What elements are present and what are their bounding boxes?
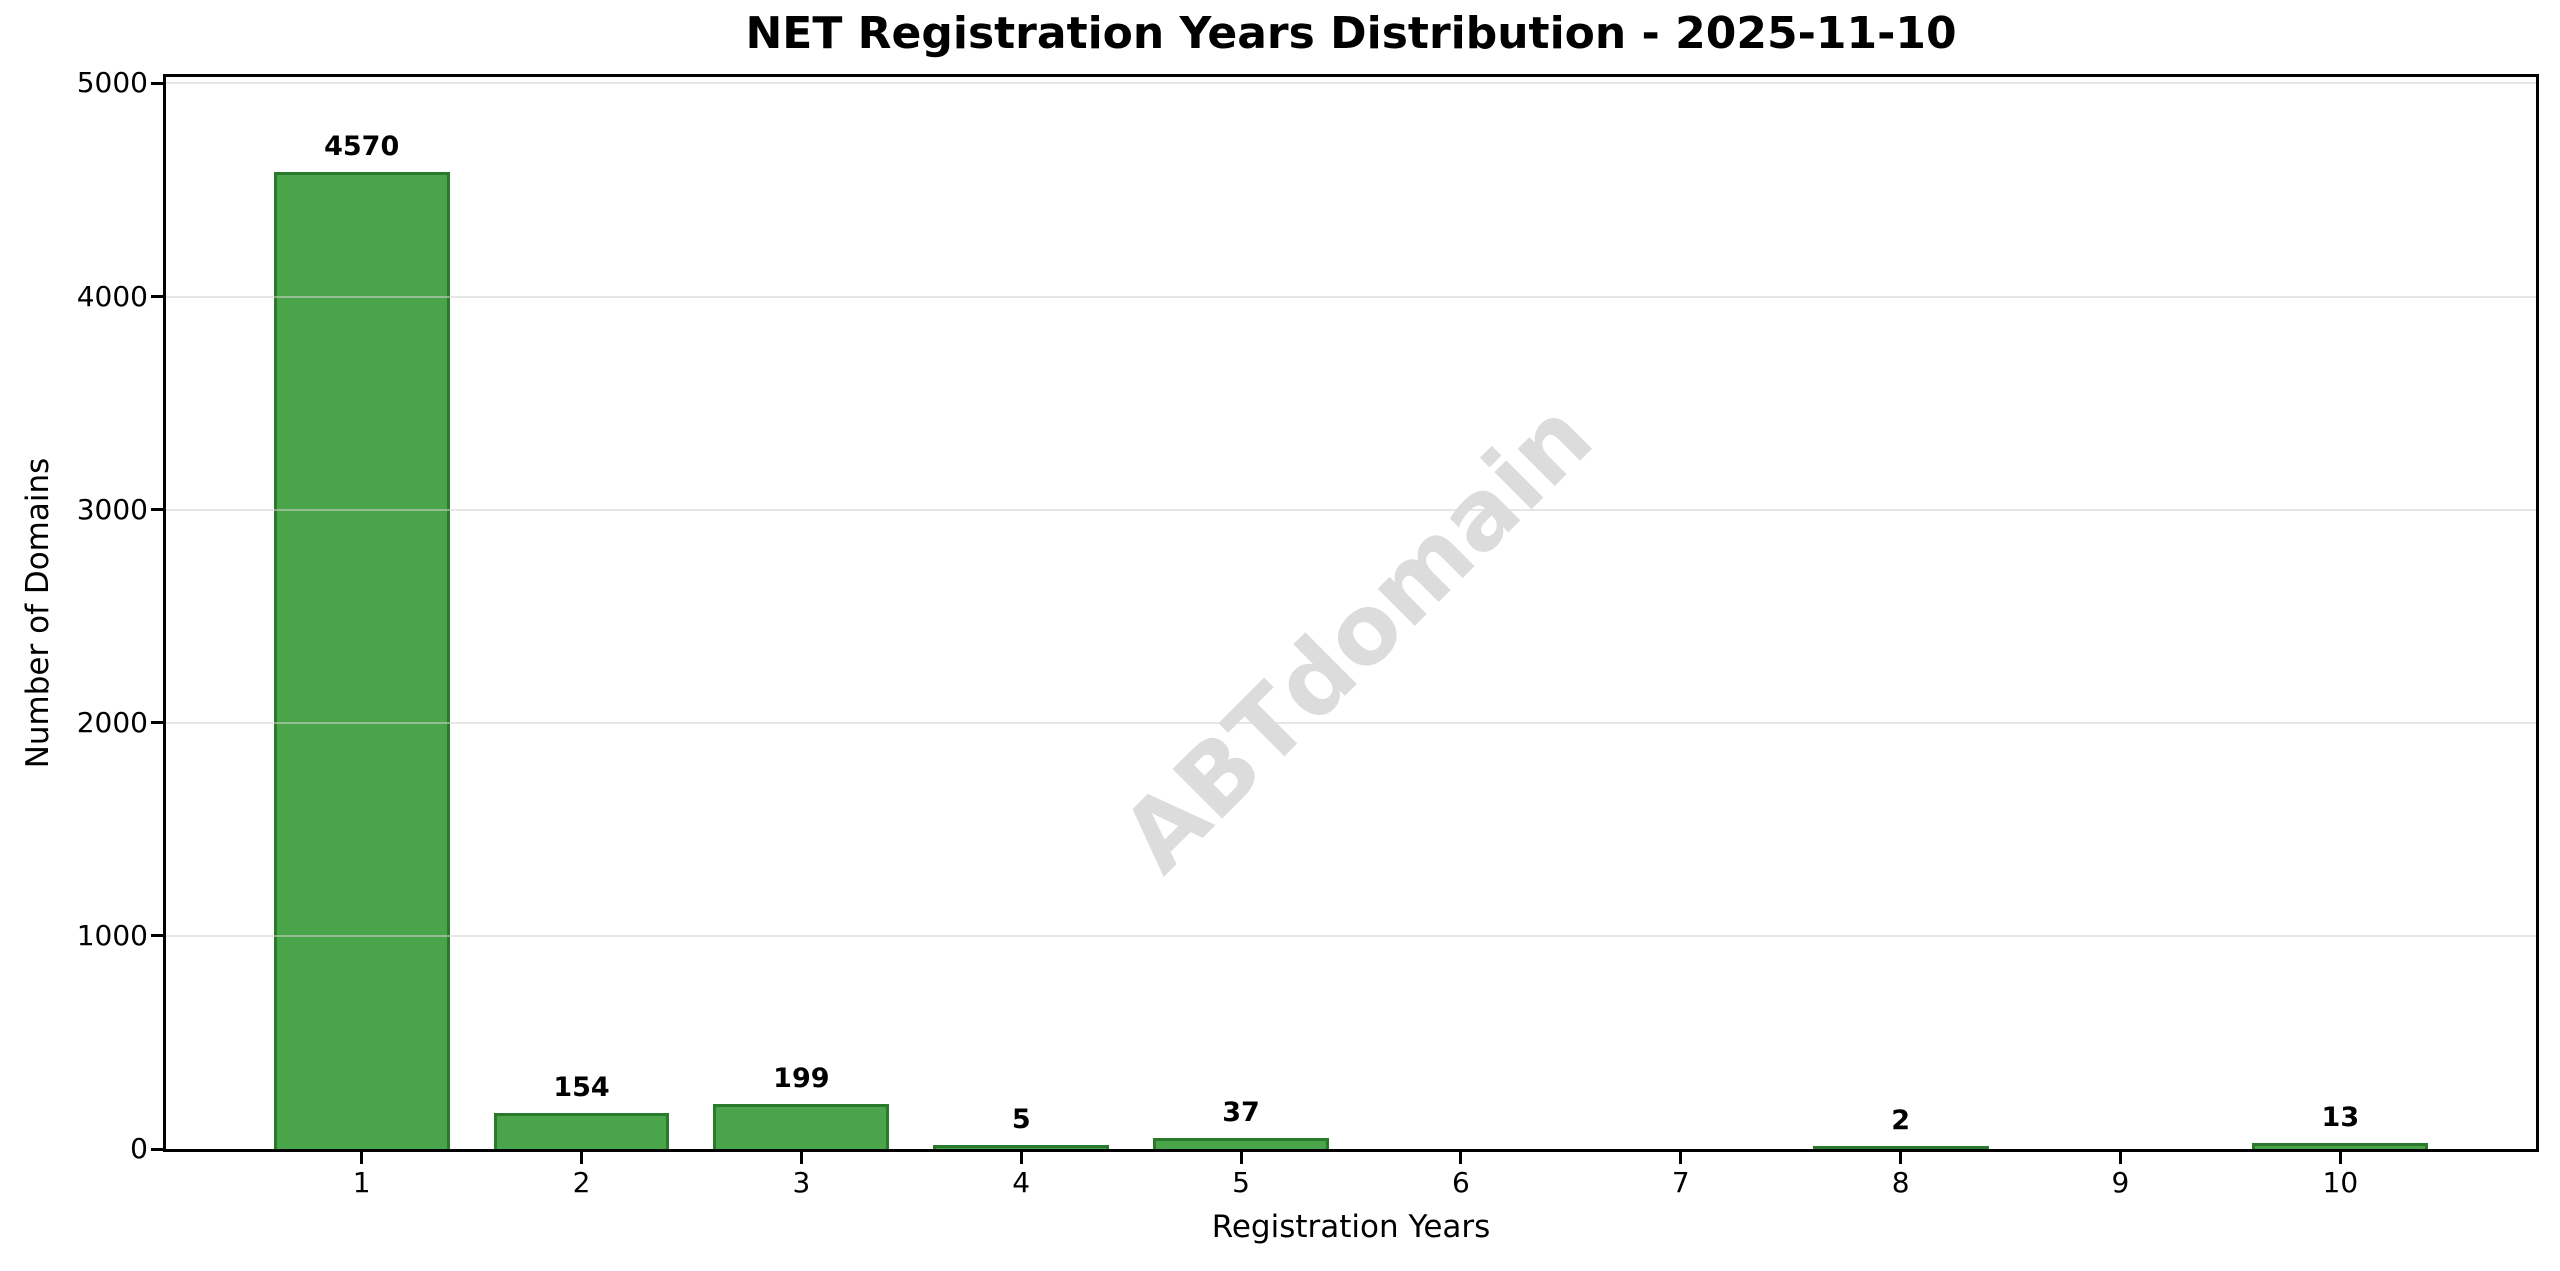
y-tick-mark	[151, 1147, 163, 1151]
x-tick-label: 3	[792, 1166, 811, 1199]
x-tick-mark	[1899, 1152, 1903, 1164]
y-tick-label: 0	[130, 1132, 148, 1165]
x-tick-label: 10	[2322, 1166, 2359, 1199]
bar-value-label-1: 4570	[324, 131, 400, 163]
bar-year-5	[1153, 1138, 1329, 1149]
bar-year-4	[933, 1144, 1110, 1149]
x-tick-label: 2	[572, 1166, 591, 1199]
y-tick-mark	[151, 721, 163, 725]
x-tick-mark	[1239, 1152, 1243, 1164]
y-tick-mark	[151, 81, 163, 85]
gridline-y-5000	[166, 82, 2536, 85]
bar-year-8	[1812, 1145, 1989, 1149]
bar-value-label-10: 13	[2321, 1102, 2360, 1134]
watermark-text: ABTdomain	[1100, 380, 1614, 894]
y-tick-mark	[151, 295, 163, 298]
y-tick-label: 1000	[76, 918, 148, 952]
gridline-y-3000	[166, 508, 2536, 511]
bar-year-1	[273, 172, 450, 1149]
x-axis-label: Registration Years	[1211, 1209, 1491, 1245]
y-tick-label: 3000	[76, 492, 148, 526]
x-tick-mark	[1019, 1152, 1023, 1164]
y-tick-label: 4000	[76, 279, 148, 313]
gridline-y-4000	[166, 295, 2536, 298]
x-tick-mark	[1679, 1152, 1683, 1164]
x-tick-mark	[799, 1152, 803, 1164]
x-tick-label: 7	[1671, 1166, 1690, 1199]
bar-year-10	[2252, 1143, 2429, 1149]
bar-value-label-2: 154	[553, 1072, 610, 1104]
bar-value-label-4: 5	[1011, 1103, 1031, 1135]
y-tick-label: 2000	[76, 705, 148, 739]
x-tick-label: 5	[1232, 1166, 1250, 1199]
x-tick-mark	[360, 1152, 364, 1164]
gridline-y-1000	[166, 934, 2536, 937]
x-tick-mark	[2118, 1152, 2122, 1164]
x-tick-label: 6	[1452, 1166, 1470, 1199]
x-tick-label: 4	[1012, 1166, 1031, 1199]
bar-value-label-3: 199	[773, 1062, 830, 1094]
x-tick-mark	[1459, 1152, 1463, 1164]
chart-title: NET Registration Years Distribution - 20…	[745, 8, 1957, 59]
x-tick-label: 1	[352, 1166, 371, 1199]
bar-value-label-5: 37	[1222, 1097, 1260, 1129]
y-tick-mark	[151, 934, 163, 938]
plot-area: ABTdomain	[163, 74, 2539, 1152]
x-tick-label: 9	[2111, 1166, 2130, 1199]
x-tick-mark	[580, 1152, 584, 1164]
x-tick-mark	[2338, 1152, 2342, 1164]
bar-year-2	[493, 1113, 670, 1149]
y-tick-mark	[151, 508, 163, 512]
y-tick-label: 5000	[76, 66, 148, 100]
bar-value-label-8: 2	[1891, 1104, 1911, 1136]
gridline-y-2000	[166, 721, 2536, 724]
bar-year-3	[713, 1103, 890, 1149]
x-tick-label: 8	[1891, 1166, 1910, 1199]
